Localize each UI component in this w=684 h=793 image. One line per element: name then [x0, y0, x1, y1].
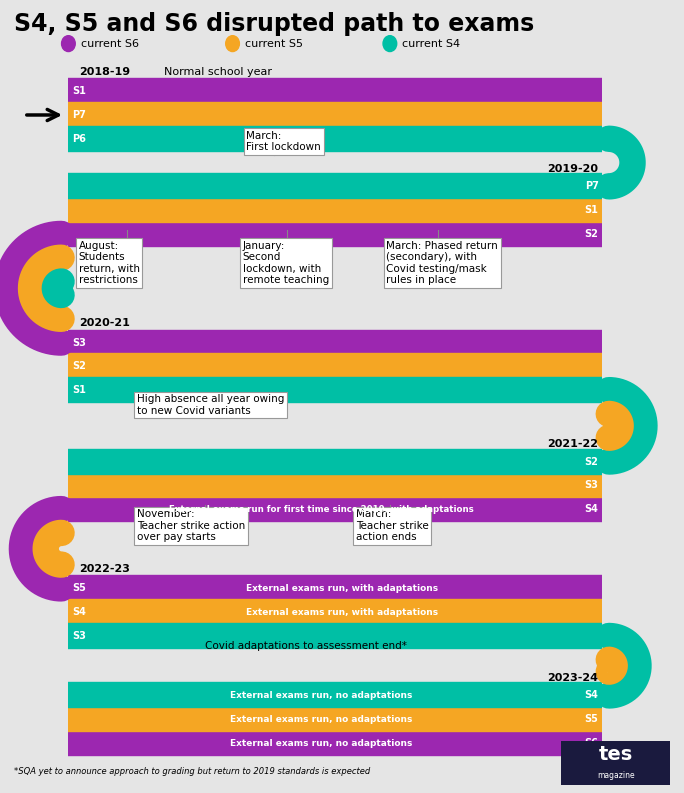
Text: 2020-21: 2020-21: [79, 318, 129, 328]
Text: S2: S2: [585, 457, 598, 466]
Text: S5: S5: [585, 714, 598, 724]
Text: 2023-24: 2023-24: [547, 673, 598, 683]
Text: External exams run, no adaptations: External exams run, no adaptations: [231, 738, 412, 748]
Text: current S5: current S5: [245, 39, 303, 48]
Circle shape: [383, 36, 397, 52]
Text: S4: S4: [585, 504, 598, 514]
Text: March:
First lockdown: March: First lockdown: [246, 131, 321, 152]
Text: P7: P7: [585, 182, 598, 191]
Text: November:
Teacher strike action
over pay starts: November: Teacher strike action over pay…: [137, 509, 245, 542]
Text: S1: S1: [72, 86, 86, 96]
Text: External exams run, with adaptations: External exams run, with adaptations: [246, 584, 438, 593]
Text: High absence all year owing
to new Covid variants: High absence all year owing to new Covid…: [137, 394, 284, 416]
Text: current S4: current S4: [402, 39, 460, 48]
Text: External exams run for first time since 2019, with adaptations: External exams run for first time since …: [169, 504, 474, 514]
Text: S1: S1: [585, 205, 598, 215]
Text: P7: P7: [72, 110, 86, 120]
FancyBboxPatch shape: [561, 741, 670, 785]
Text: S3: S3: [72, 338, 86, 347]
Text: 2022-23: 2022-23: [79, 564, 129, 574]
Text: S3: S3: [585, 481, 598, 490]
Text: P6: P6: [72, 134, 86, 144]
Text: S5: S5: [72, 584, 86, 593]
Text: S4: S4: [72, 607, 86, 617]
Text: March: Phased return
(secondary), with
Covid testing/mask
rules in place: March: Phased return (secondary), with C…: [386, 240, 498, 285]
Text: magazine: magazine: [596, 771, 635, 780]
Text: S3: S3: [72, 631, 86, 641]
Text: *SQA yet to announce approach to grading but return to 2019 standards is expecte: *SQA yet to announce approach to grading…: [14, 767, 370, 776]
Text: S2: S2: [72, 362, 86, 371]
Text: 2021-22: 2021-22: [547, 439, 598, 449]
Circle shape: [62, 36, 75, 52]
Text: External exams run, with adaptations: External exams run, with adaptations: [246, 607, 438, 617]
Text: S2: S2: [585, 229, 598, 239]
Circle shape: [226, 36, 239, 52]
Text: tes: tes: [598, 745, 633, 764]
Text: current S6: current S6: [81, 39, 139, 48]
Text: S4: S4: [585, 691, 598, 700]
Text: External exams run, no adaptations: External exams run, no adaptations: [231, 714, 412, 724]
Text: 2018-19: 2018-19: [79, 67, 130, 77]
Text: Covid adaptations to assessment end*: Covid adaptations to assessment end*: [205, 641, 407, 651]
Text: S6: S6: [585, 738, 598, 748]
Text: S4, S5 and S6 disrupted path to exams: S4, S5 and S6 disrupted path to exams: [14, 12, 534, 36]
Text: March:
Teacher strike
action ends: March: Teacher strike action ends: [356, 509, 428, 542]
Text: Normal school year: Normal school year: [164, 67, 272, 77]
Text: January:
Second
lockdown, with
remote teaching: January: Second lockdown, with remote te…: [243, 240, 329, 285]
Text: August:
Students
return, with
restrictions: August: Students return, with restrictio…: [79, 240, 140, 285]
Text: External exams run, no adaptations: External exams run, no adaptations: [231, 691, 412, 700]
Text: 2019-20: 2019-20: [547, 164, 598, 174]
Text: S1: S1: [72, 385, 86, 395]
